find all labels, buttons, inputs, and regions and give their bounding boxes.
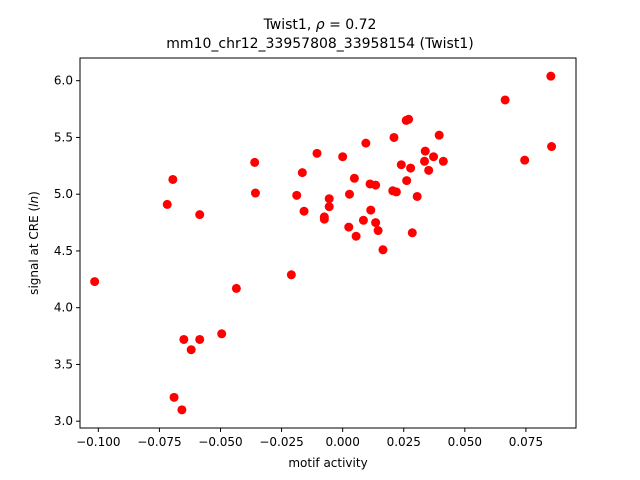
data-point [250, 188, 260, 198]
plot-frame [79, 57, 577, 429]
data-point [351, 231, 361, 241]
data-point [389, 132, 399, 142]
y-axis: 3.0 3.5 4.0 4.5 5.0 5.5 6.0 [54, 74, 80, 428]
data-point [402, 176, 412, 186]
data-point [429, 152, 439, 162]
data-point [434, 130, 444, 140]
chart-title-line1: Twist1, ρ = 0.72 [263, 17, 377, 33]
data-point [324, 202, 334, 212]
data-point [547, 142, 557, 152]
data-point [179, 334, 189, 344]
y-tick-label: 3.5 [54, 357, 73, 371]
data-point [407, 228, 417, 238]
y-tick-label: 4.0 [54, 301, 73, 315]
data-points [90, 71, 557, 415]
y-tick-label: 5.0 [54, 187, 73, 201]
data-point [338, 152, 348, 162]
x-tick-label: −0.075 [137, 435, 181, 449]
data-point [250, 157, 260, 167]
data-point [546, 71, 556, 81]
y-tick-label: 3.0 [54, 414, 73, 428]
data-point [344, 222, 354, 232]
x-axis: −0.100 −0.075 −0.050 −0.025 0.000 0.025 0.050 0… [76, 428, 543, 449]
data-point [169, 392, 179, 402]
data-point [420, 156, 430, 166]
y-tick-label: 5.5 [54, 130, 73, 144]
data-point [231, 283, 241, 293]
data-point [292, 190, 302, 200]
data-point [406, 163, 416, 173]
data-point [349, 173, 359, 183]
data-point [358, 215, 368, 225]
data-point [366, 205, 376, 215]
data-point [195, 210, 205, 220]
data-point [297, 168, 307, 178]
data-point [324, 194, 334, 204]
data-point [420, 146, 430, 156]
data-point [378, 245, 388, 255]
x-tick-label: 0.025 [387, 435, 421, 449]
data-point [319, 212, 329, 222]
x-tick-label: 0.075 [509, 435, 543, 449]
x-axis-label: motif activity [288, 456, 367, 470]
data-point [520, 155, 530, 165]
data-point [361, 138, 371, 148]
y-tick-label: 4.5 [54, 244, 73, 258]
data-point [500, 95, 510, 105]
x-tick-label: −0.025 [259, 435, 303, 449]
data-point [177, 405, 187, 415]
data-point [217, 329, 227, 339]
x-tick-label: −0.100 [76, 435, 120, 449]
data-point [412, 191, 422, 201]
data-point [396, 160, 406, 170]
data-point [373, 226, 383, 236]
data-point [371, 180, 381, 190]
x-tick-label: 0.000 [325, 435, 359, 449]
data-point [90, 277, 100, 287]
data-point [286, 270, 296, 280]
data-point [371, 218, 381, 228]
data-point [312, 148, 322, 158]
data-point [438, 156, 448, 166]
data-point [168, 174, 178, 184]
x-tick-label: −0.050 [198, 435, 242, 449]
chart-title-line2: mm10_chr12_33957808_33958154 (Twist1) [166, 36, 473, 52]
y-axis-label: signal at CRE (ln) [27, 191, 41, 295]
x-tick-label: 0.050 [448, 435, 482, 449]
data-point [404, 114, 414, 124]
data-point [424, 165, 434, 175]
data-point [162, 199, 172, 209]
data-point [345, 189, 354, 199]
data-point [195, 334, 205, 344]
data-point [186, 345, 196, 355]
data-point [391, 187, 401, 197]
data-point [299, 206, 309, 216]
y-tick-label: 6.0 [54, 74, 73, 88]
